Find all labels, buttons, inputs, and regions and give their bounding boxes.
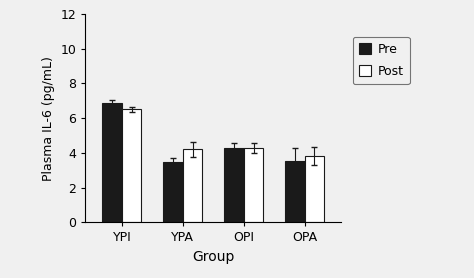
Bar: [224, 148, 244, 222]
Bar: [164, 162, 183, 222]
Bar: [183, 150, 202, 222]
Bar: [305, 156, 324, 222]
X-axis label: Group: Group: [192, 250, 235, 264]
Bar: [244, 148, 263, 222]
Y-axis label: Plasma IL-6 (pg/mL): Plasma IL-6 (pg/mL): [42, 56, 55, 181]
Bar: [102, 103, 122, 222]
Bar: [285, 161, 305, 222]
Bar: [122, 110, 141, 222]
Legend: Pre, Post: Pre, Post: [353, 37, 410, 84]
